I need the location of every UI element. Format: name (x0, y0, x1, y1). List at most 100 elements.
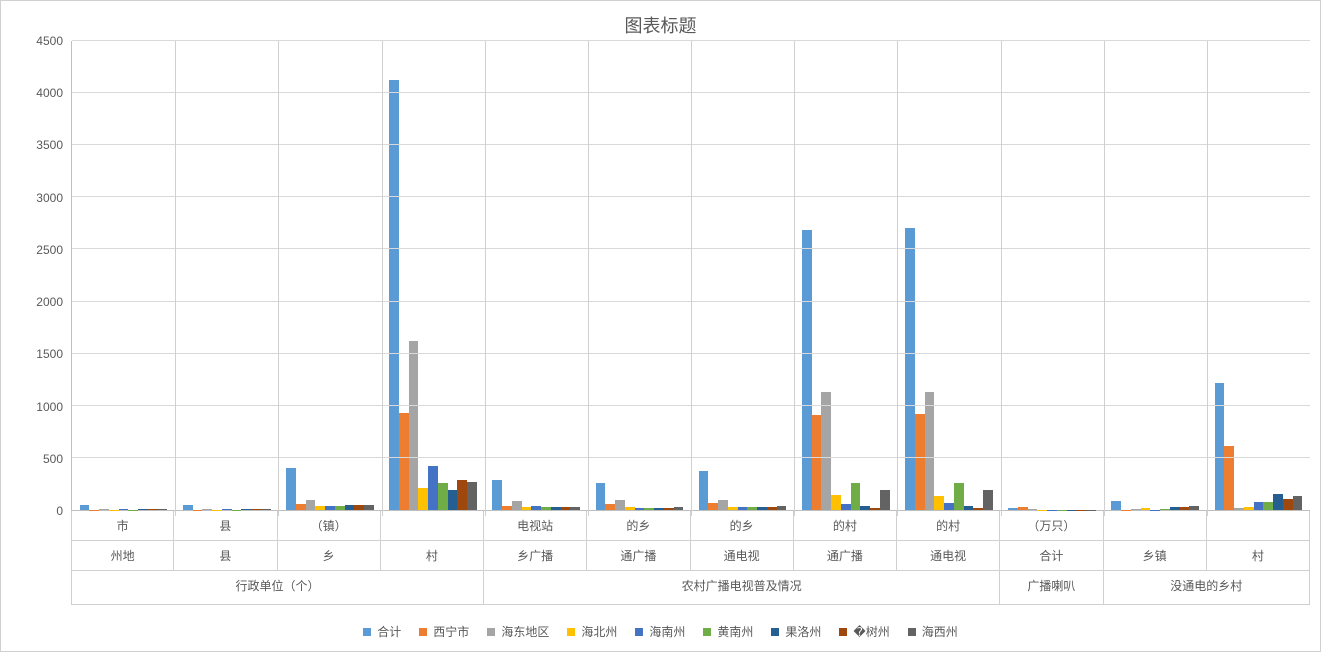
y-tick: 4500 (36, 34, 63, 48)
legend-label: 合计 (377, 623, 401, 640)
bar (831, 495, 841, 510)
bar (315, 506, 325, 510)
bar (615, 500, 625, 510)
bar (541, 507, 551, 510)
bar (973, 508, 983, 510)
x-tick-level2: 通广播 (587, 541, 690, 571)
legend-swatch (635, 628, 643, 636)
legend-label: �树州 (853, 623, 889, 640)
x-tick-level3: 没通电的乡村 (1104, 571, 1311, 605)
bar (261, 509, 271, 510)
legend-label: 海东地区 (501, 623, 549, 640)
legend-label: 海北州 (581, 623, 617, 640)
bar (138, 509, 148, 510)
x-tick-level1: 的乡 (587, 511, 690, 541)
bar (1283, 499, 1293, 510)
legend-label: 海西州 (922, 623, 958, 640)
x-tick-level1: （万只） (1000, 511, 1103, 541)
y-tick: 2500 (36, 243, 63, 257)
bar (354, 505, 364, 510)
bar (870, 508, 880, 510)
legend-swatch (908, 628, 916, 636)
bar (409, 341, 419, 510)
bar (654, 508, 664, 510)
bar (99, 509, 109, 510)
bar (674, 507, 684, 510)
legend-item: 黄南州 (703, 623, 753, 640)
bar (851, 483, 861, 510)
category-divider (1001, 41, 1002, 516)
bar (512, 501, 522, 510)
x-tick-level2: 乡镇 (1104, 541, 1207, 571)
bar (364, 505, 374, 510)
x-tick-level3: 广播喇叭 (1000, 571, 1103, 605)
bar (915, 414, 925, 510)
bar (1234, 508, 1244, 510)
category-divider (897, 41, 898, 516)
bar (502, 506, 512, 510)
x-tick-level1 (1104, 511, 1207, 541)
category-divider (588, 41, 589, 516)
x-tick-level1: 电视站 (484, 511, 587, 541)
x-tick-level1: 的乡 (691, 511, 794, 541)
legend-label: 海南州 (649, 623, 685, 640)
x-tick-level2: 通广播 (794, 541, 897, 571)
plot-area (71, 41, 1310, 511)
y-tick: 0 (56, 504, 63, 518)
x-tick-level2: 乡广播 (484, 541, 587, 571)
category-divider (382, 41, 383, 516)
x-tick-level3: 农村广播电视普及情况 (484, 571, 1000, 605)
category-divider (278, 41, 279, 516)
chart-container: 图表标题 05001000150020002500300035004000450… (0, 0, 1321, 652)
y-tick: 1500 (36, 347, 63, 361)
bar (345, 505, 355, 510)
bar (158, 509, 168, 510)
bar (983, 490, 993, 510)
bar (80, 505, 90, 510)
bar (325, 506, 335, 510)
bar (905, 228, 915, 510)
bar (738, 507, 748, 510)
legend-item: 西宁市 (419, 623, 469, 640)
legend-item: 合计 (363, 623, 401, 640)
category-divider (485, 41, 486, 516)
x-tick-level2: 通电视 (691, 541, 794, 571)
x-tick-level1: 县 (174, 511, 277, 541)
bar (492, 480, 502, 510)
bar (699, 471, 709, 510)
plot-row: 050010001500200025003000350040004500 (11, 41, 1310, 511)
legend-label: 黄南州 (717, 623, 753, 640)
legend-item: �树州 (839, 623, 889, 640)
bar (438, 483, 448, 510)
bar (251, 509, 261, 510)
legend-swatch (703, 628, 711, 636)
bar (335, 506, 345, 510)
bar (551, 507, 561, 510)
x-tick-level1 (381, 511, 484, 541)
legend-item: 果洛州 (771, 623, 821, 640)
legend-item: 海南州 (635, 623, 685, 640)
bar (1131, 509, 1141, 510)
legend-swatch (419, 628, 427, 636)
bar (561, 507, 571, 510)
bar (119, 509, 129, 510)
bar (944, 503, 954, 510)
y-tick: 1000 (36, 400, 63, 414)
legend-item: 海西州 (908, 623, 958, 640)
bar (457, 480, 467, 510)
bar (522, 507, 532, 510)
x-tick-level1: （镇） (278, 511, 381, 541)
legend: 合计 西宁市 海东地区 海北州 海南州 黄南州 果洛州 �树州 海西州 (11, 605, 1310, 646)
y-tick: 3000 (36, 191, 63, 205)
bar (860, 506, 870, 510)
bar (570, 507, 580, 510)
bar (880, 490, 890, 510)
bar (718, 500, 728, 510)
category-divider (1207, 41, 1208, 516)
bar (1244, 507, 1254, 510)
bar (1293, 496, 1303, 510)
x-tick-level2: 村 (1207, 541, 1310, 571)
x-tick-level1: 的村 (897, 511, 1000, 541)
bar (1008, 508, 1018, 510)
bar (777, 506, 787, 510)
